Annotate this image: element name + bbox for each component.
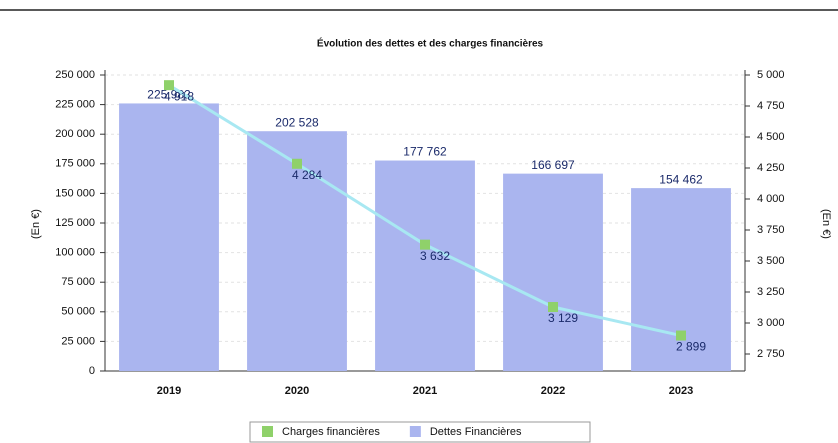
- x-tick-label: 2021: [413, 385, 437, 397]
- y2-tick-label: 3 750: [757, 224, 785, 236]
- y2-tick-label: 3 000: [757, 317, 785, 329]
- bar: [247, 131, 347, 371]
- legend-label: Dettes Financières: [430, 426, 522, 438]
- x-tick-label: 2019: [157, 385, 181, 397]
- y2-axis-label: (En €): [820, 209, 832, 239]
- y2-tick-label: 3 500: [757, 255, 785, 267]
- marker: [164, 80, 174, 91]
- y-tick-label: 150 000: [55, 187, 95, 199]
- y2-tick-label: 5 000: [757, 69, 785, 81]
- y-axis-label: (En €): [30, 209, 42, 239]
- y-tick-label: 100 000: [55, 247, 95, 259]
- y2-tick-label: 4 250: [757, 162, 785, 174]
- marker: [420, 239, 430, 250]
- y2-tick-label: 4 500: [757, 131, 785, 143]
- bar: [503, 173, 603, 371]
- x-tick-label: 2020: [285, 385, 309, 397]
- marker: [676, 330, 686, 341]
- value-label: 3 632: [420, 249, 450, 263]
- value-label: 3 129: [548, 311, 578, 325]
- y2-tick-label: 4 000: [757, 193, 785, 205]
- value-label: 4 918: [164, 89, 194, 103]
- y-tick-label: 225 000: [55, 99, 95, 111]
- bar: [119, 103, 219, 371]
- legend-swatch: [409, 426, 421, 437]
- y-tick-label: 200 000: [55, 128, 95, 140]
- legend-swatch: [262, 426, 273, 437]
- value-label: 166 697: [531, 158, 575, 172]
- value-label: 2 899: [676, 340, 706, 354]
- value-label: 154 462: [659, 172, 703, 186]
- y-tick-label: 0: [89, 365, 95, 377]
- x-tick-label: 2022: [541, 385, 565, 397]
- legend-label: Charges financières: [282, 426, 380, 438]
- y-tick-label: 175 000: [55, 158, 95, 170]
- y2-tick-label: 4 750: [757, 100, 785, 112]
- y-tick-label: 50 000: [61, 306, 95, 318]
- bar: [375, 160, 475, 371]
- value-label: 177 762: [403, 145, 447, 159]
- value-label: 4 284: [292, 168, 322, 182]
- marker: [292, 158, 302, 169]
- chart-title: Évolution des dettes et des charges fina…: [317, 37, 544, 50]
- value-label: 202 528: [275, 115, 319, 129]
- y-tick-label: 125 000: [55, 217, 95, 229]
- y2-tick-label: 3 250: [757, 286, 785, 298]
- y-tick-label: 25 000: [61, 335, 95, 347]
- y-tick-label: 250 000: [55, 69, 95, 81]
- y-tick-label: 75 000: [61, 276, 95, 288]
- y2-tick-label: 2 750: [757, 348, 785, 360]
- marker: [548, 302, 558, 313]
- x-tick-label: 2023: [669, 385, 693, 397]
